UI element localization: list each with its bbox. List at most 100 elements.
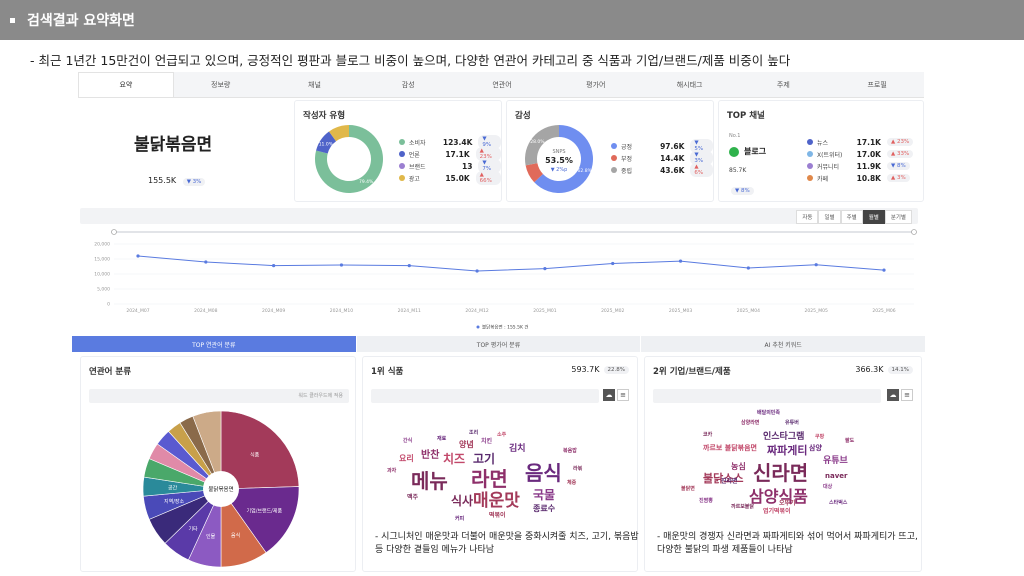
wordcloud-word[interactable]: 쿠팡 xyxy=(815,434,825,440)
section-tab-ai[interactable]: AI 추천 키워드 xyxy=(641,336,926,352)
wordcloud-word[interactable]: 짜파게티 xyxy=(767,444,808,457)
tab-topic[interactable]: 주제 xyxy=(776,80,790,89)
wordcloud-word[interactable]: 불닭면 xyxy=(681,486,695,492)
wordcloud-word[interactable]: 진라면 xyxy=(721,478,738,485)
wordcloud-word[interactable]: 치즈 xyxy=(443,452,466,466)
section-tabs: TOP 연관어 분류 TOP 평가어 분류 AI 추천 키워드 xyxy=(72,336,926,352)
keyword-count-value: 155.5K xyxy=(148,176,177,185)
wordcloud-word[interactable]: 코카 xyxy=(703,432,713,438)
wordcloud-word[interactable]: 배달의민족 xyxy=(757,410,781,416)
sentiment-legend-row: 중립 43.6K ▲ 6% xyxy=(611,163,714,177)
period-button[interactable]: 자동 xyxy=(796,210,819,224)
wordcloud-word[interactable]: 과자 xyxy=(387,468,397,474)
wordcloud-word[interactable]: 커피 xyxy=(455,516,465,522)
wordcloud-word[interactable]: 양념 xyxy=(459,440,474,449)
y-tick-label: 10,000 xyxy=(94,272,110,278)
wordcloud-word[interactable]: 스타벅스 xyxy=(829,500,848,506)
legend-dot-icon xyxy=(807,175,813,181)
legend-value: 123.4K xyxy=(442,137,473,147)
brand-caption: - 매운맛의 경쟁자 신라면과 짜파게티와 섞어 먹어서 짜파게티가 뜨고, 다… xyxy=(657,532,918,555)
legend-change: ▲ 33% xyxy=(887,150,914,158)
wordcloud-word[interactable]: 반찬 xyxy=(421,450,440,461)
tab-summary[interactable]: 요약 xyxy=(78,72,174,97)
wordcloud-word[interactable]: 맥주 xyxy=(407,494,419,501)
wordcloud-word[interactable]: 오뚜기 xyxy=(779,500,796,507)
wordcloud-word[interactable]: 유튜브 xyxy=(823,456,848,466)
wordcloud-word[interactable]: 메뉴 xyxy=(411,469,448,493)
keyword-name: 불닭볶음면 xyxy=(134,135,213,155)
wordcloud-word[interactable]: 신라면 xyxy=(753,461,809,485)
brand-title: 2위 기업/브랜드/제품 xyxy=(653,367,731,377)
trend-point xyxy=(475,269,479,273)
related-search-input[interactable]: 워드 클라우드에 적용 xyxy=(89,389,349,403)
wordcloud-word[interactable]: 치킨 xyxy=(481,438,493,445)
wordcloud-word[interactable]: 체중 xyxy=(567,480,577,486)
legend-value: 97.6K xyxy=(660,141,685,151)
legend-value: 17.1K xyxy=(856,137,881,147)
pie-slice-label: 기타 xyxy=(188,525,198,532)
wordcloud-word[interactable]: 소주 xyxy=(497,432,507,438)
tab-evaluation[interactable]: 평가어 xyxy=(586,80,606,89)
period-button[interactable]: 일별 xyxy=(818,210,841,224)
wordcloud-word[interactable]: 조리 xyxy=(469,430,479,436)
tab-related[interactable]: 연관어 xyxy=(492,80,512,89)
wordcloud-word[interactable]: 재료 xyxy=(437,436,447,442)
tab-profile[interactable]: 프로필 xyxy=(867,80,887,89)
legend-value: 15.0K xyxy=(445,173,470,183)
list-view-icon[interactable]: ≡ xyxy=(901,389,913,401)
wordcloud-word[interactable]: 삼양라면 xyxy=(741,420,760,426)
wordcloud-word[interactable]: 고기 xyxy=(473,452,496,466)
wordcloud-word[interactable]: 삼양 xyxy=(809,444,822,452)
wordcloud-word[interactable]: 간식 xyxy=(403,438,413,444)
wordcloud-word[interactable]: 엽기떡볶이 xyxy=(763,508,791,515)
period-button[interactable]: 월별 xyxy=(862,210,885,224)
wordcloud-word[interactable]: 까르보 불닭볶음면 xyxy=(703,444,757,452)
wordcloud-word[interactable]: 요리 xyxy=(399,454,414,463)
wordcloud-word[interactable]: 종료수 xyxy=(533,504,556,513)
wordcloud-word[interactable]: 라면 xyxy=(471,467,508,491)
sentiment-slice xyxy=(525,125,559,166)
wordcloud-word[interactable]: 농심 xyxy=(731,462,746,471)
wordcloud-word[interactable]: 볶음밥 xyxy=(563,448,577,454)
x-tick-label: 2025_M04 xyxy=(737,308,760,314)
cloud-view-icon[interactable]: ☁ xyxy=(887,389,899,401)
wordcloud-word[interactable]: 진짬뽕 xyxy=(699,498,713,504)
wordcloud-word[interactable]: 음식 xyxy=(525,461,562,485)
cloud-view-icon[interactable]: ☁ xyxy=(603,389,615,401)
legend-change: ▲ 6% xyxy=(690,163,714,177)
food-search-input[interactable] xyxy=(371,389,599,403)
section-tab-evaluation[interactable]: TOP 평가어 분류 xyxy=(356,336,641,352)
period-button[interactable]: 주별 xyxy=(840,210,863,224)
wordcloud-word[interactable]: 불닭소스 xyxy=(703,472,744,485)
wordcloud-word[interactable]: 대상 xyxy=(823,484,833,490)
wordcloud-word[interactable]: 라볶 xyxy=(573,466,583,472)
legend-dot-icon xyxy=(399,175,405,181)
brand-search-input[interactable] xyxy=(653,389,881,403)
y-tick-label: 15,000 xyxy=(94,257,110,263)
food-count: 593.7K xyxy=(571,365,600,374)
list-view-icon[interactable]: ≡ xyxy=(617,389,629,401)
tab-channel[interactable]: 채널 xyxy=(308,80,321,89)
section-tab-related[interactable]: TOP 연관어 분류 xyxy=(72,336,356,352)
tab-volume[interactable]: 정보량 xyxy=(211,80,231,89)
tab-sentiment[interactable]: 감성 xyxy=(401,80,415,89)
wordcloud-word[interactable]: 떡볶이 xyxy=(489,512,506,519)
wordcloud-word[interactable]: 김치 xyxy=(509,444,526,454)
wordcloud-word[interactable]: 식사 xyxy=(451,494,474,508)
wordcloud-word[interactable]: 팔도 xyxy=(845,438,855,444)
writer-type-legend-row: 언론 17.1K ▲ 23% xyxy=(399,147,501,161)
trend-point xyxy=(882,268,886,272)
sentiment-donut: 62.8% 28.0% SNPS 53.5% ▼ 2%p xyxy=(525,125,593,193)
wordcloud-word[interactable]: 매운맛 xyxy=(473,491,520,511)
wordcloud-word[interactable]: 인스타그램 xyxy=(763,432,805,442)
bullet-icon xyxy=(10,17,15,23)
tab-hashtag[interactable]: 해시태그 xyxy=(676,80,703,89)
wordcloud-word[interactable]: 국물 xyxy=(533,488,556,502)
wordcloud-word[interactable]: 까르보불닭 xyxy=(731,504,755,510)
wordcloud-word[interactable]: 유튜버 xyxy=(785,420,799,426)
trend-point xyxy=(543,267,547,271)
period-button[interactable]: 분기별 xyxy=(884,210,912,224)
keyword-change-badge: ▼ 3% xyxy=(182,178,206,186)
wordcloud-word[interactable]: naver xyxy=(825,472,848,480)
wordcloud-word[interactable]: 삼양식품 xyxy=(749,487,808,506)
